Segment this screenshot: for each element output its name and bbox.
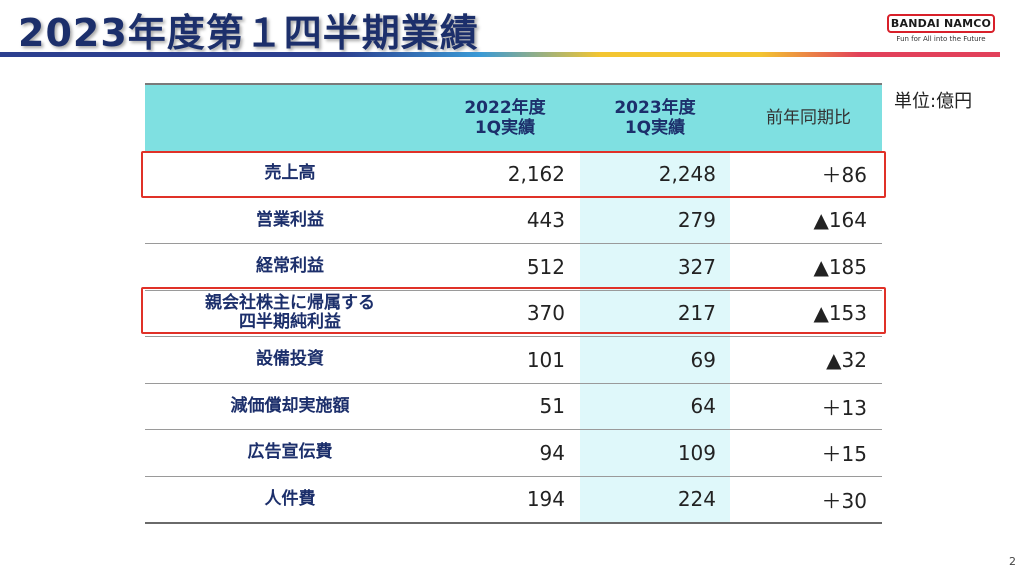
value-yoy: ＋86: [821, 163, 867, 188]
value-2023: 64: [690, 394, 716, 419]
value-yoy: ▲164: [813, 208, 867, 233]
table-row: 設備投資 101 69 ▲32: [145, 337, 882, 384]
highlight-column-cell: [580, 430, 730, 476]
table-row: 減価償却実施額 51 64 ＋13: [145, 383, 882, 430]
value-2022: 512: [526, 254, 565, 279]
value-2022: 101: [526, 347, 565, 372]
header-2023-1q: 2023年度 1Q実績: [614, 98, 696, 138]
value-2022: 194: [526, 487, 565, 512]
table-row: 営業利益 443 279 ▲164: [145, 197, 882, 244]
slide-title: 2023年度第１四半期業績: [18, 11, 479, 55]
value-2023: 279: [677, 208, 716, 233]
value-yoy: ▲185: [813, 254, 867, 279]
highlight-column-cell: [580, 383, 730, 429]
value-2022: 51: [539, 394, 565, 419]
results-table: 2022年度 1Q実績 2023年度 1Q実績 前年同期比 売上高 2,162 …: [145, 83, 882, 524]
value-2022: 94: [539, 440, 565, 465]
highlight-column-cell: [580, 290, 730, 336]
row-label: 減価償却実施額: [230, 395, 350, 416]
table-row: 経常利益 512 327 ▲185: [145, 244, 882, 291]
value-2023: 217: [677, 301, 716, 326]
value-2023: 224: [677, 487, 716, 512]
value-yoy: ▲153: [813, 301, 867, 326]
highlight-column-cell: [580, 197, 730, 243]
value-yoy: ＋30: [821, 488, 867, 513]
highlight-column-cell: [580, 244, 730, 290]
table-row: 広告宣伝費 94 109 ＋15: [145, 430, 882, 477]
value-yoy: ＋15: [821, 442, 867, 467]
value-yoy: ▲32: [826, 347, 867, 372]
row-label: 売上高: [264, 163, 316, 184]
highlight-column-cell: [580, 151, 730, 197]
row-label: 営業利益: [256, 209, 324, 230]
header-2022-1q: 2022年度 1Q実績: [464, 98, 546, 138]
table-header: 2022年度 1Q実績 2023年度 1Q実績 前年同期比: [145, 83, 882, 151]
company-logo: BANDAI NAMCO Fun for All into the Future: [887, 14, 995, 43]
table-row: 人件費 194 224 ＋30: [145, 476, 882, 524]
value-2022: 370: [526, 301, 565, 326]
row-label: 親会社株主に帰属する 四半期純利益: [205, 293, 375, 333]
table-row: 売上高 2,162 2,248 ＋86: [145, 151, 882, 198]
row-label: 経常利益: [256, 256, 324, 277]
row-label: 設備投資: [256, 349, 324, 370]
logo-wordmark: BANDAI NAMCO: [887, 14, 995, 33]
header-yoy-compare: 前年同期比: [766, 108, 851, 128]
value-2023: 2,248: [658, 161, 716, 186]
value-2023: 69: [690, 347, 716, 372]
table-row: 親会社株主に帰属する 四半期純利益 370 217 ▲153: [145, 290, 882, 337]
page-number: 2: [1009, 555, 1016, 568]
unit-label: 単位:億円: [894, 91, 973, 112]
highlight-column-cell: [580, 337, 730, 383]
value-2023: 327: [677, 254, 716, 279]
value-2022: 2,162: [507, 161, 565, 186]
highlight-column-cell: [580, 476, 730, 522]
row-label: 人件費: [264, 488, 316, 509]
value-yoy: ＋13: [821, 395, 867, 420]
logo-tagline: Fun for All into the Future: [896, 35, 986, 43]
title-underline-rule: [0, 52, 1000, 57]
row-label: 広告宣伝費: [247, 442, 333, 463]
value-2022: 443: [526, 208, 565, 233]
value-2023: 109: [677, 440, 716, 465]
